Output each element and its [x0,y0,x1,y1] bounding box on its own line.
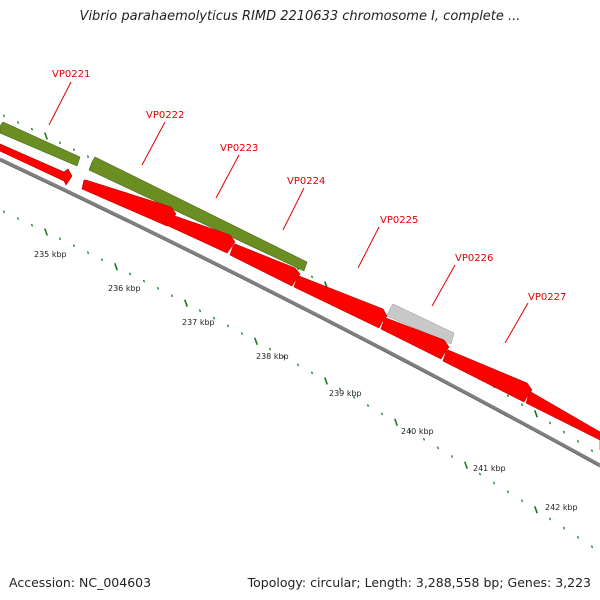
inner-tick [394,418,398,427]
inner-tick [86,251,90,255]
inner-tick [436,446,440,450]
genome-summary-text: Topology: circular; Length: 3,288,558 bp… [247,575,591,590]
inner-tick [226,324,230,328]
outer-tick [590,449,594,453]
inner-tick [534,506,538,514]
gene-label-leaders [48,81,529,344]
inner-tick [254,337,258,346]
inner-tick [212,316,216,320]
inner-tick [198,309,202,313]
gene-arrow-6[interactable] [380,317,450,360]
outer-tick [16,121,20,124]
kbp-label-242: 242 kbp [545,503,578,512]
gene-label-vp0226[interactable]: VP0226 [455,253,493,264]
feature-block-green-2[interactable] [88,156,308,272]
gene-labels: VP0221 VP0222 VP0223 VP0224 VP0225 VP022… [52,69,566,303]
inner-tick [72,244,76,248]
kbp-label-240: 240 kbp [401,427,434,436]
inner-tick [58,237,62,241]
inner-tick [366,404,370,407]
gene-track [0,143,600,450]
outer-tick [72,148,76,152]
outer-tick [520,403,524,407]
outer-tick [562,430,566,434]
inner-tick [268,347,272,351]
accession-text: Accession: NC_004603 [9,575,152,590]
gene-arrow-3[interactable] [163,213,236,254]
inner-tick [548,517,552,521]
outer-tick [576,439,580,443]
kbp-labels: 235 kbp 236 kbp 237 kbp 238 kbp 239 kbp … [34,250,578,512]
kbp-label-241: 241 kbp [473,464,506,473]
outer-tick [548,421,552,425]
kbp-label-237: 237 kbp [182,318,215,327]
outer-tick [58,141,62,145]
feature-track [0,121,455,345]
gene-label-vp0224[interactable]: VP0224 [287,176,325,187]
inner-tick [506,490,510,494]
inner-tick [100,258,104,262]
inner-tick [408,429,412,433]
inner-tick [464,461,468,469]
outer-tick [310,275,314,279]
outer-tick [534,410,538,418]
gene-label-vp0222[interactable]: VP0222 [146,110,184,121]
kbp-label-239: 239 kbp [329,389,362,398]
chromosome-backbone [0,157,600,467]
gene-label-vp0223[interactable]: VP0223 [220,143,258,154]
feature-block-gray[interactable] [386,303,455,345]
inner-tick [492,481,496,485]
inner-tick [240,332,244,335]
inner-tick [128,272,132,276]
gene-label-vp0227[interactable]: VP0227 [528,292,566,303]
inner-tick [520,499,524,503]
inner-tick [324,377,328,385]
inner-tick [310,371,314,375]
inner-tick [590,545,594,549]
inner-tick [170,294,174,298]
inner-tick [562,526,566,530]
inner-tick [156,287,160,290]
inner-tick [30,223,34,227]
inner-tick [338,387,342,391]
outer-tick [2,114,6,118]
inner-tick [576,535,580,539]
map-title: Vibrio parahaemolyticus RIMD 2210633 chr… [79,9,521,24]
inner-tick [478,472,482,476]
gene-arrow-7[interactable] [442,349,533,403]
inner-tick [44,228,48,236]
inner-tick [352,395,356,399]
kbp-label-236: 236 kbp [108,284,141,293]
outer-tick [30,127,34,131]
inner-tick [2,210,6,214]
kbp-label-235: 235 kbp [34,250,67,259]
inner-tick [282,355,286,359]
gene-label-vp0225[interactable]: VP0225 [380,215,418,226]
gene-arrow-8[interactable] [525,391,600,450]
feature-block-green-1[interactable] [0,121,81,167]
gene-label-vp0221[interactable]: VP0221 [52,69,90,80]
inner-tick [450,455,454,458]
inner-tick [114,262,118,271]
outer-tick [506,394,510,398]
outer-tick [86,155,90,159]
gene-arrow-5[interactable] [293,275,388,329]
inner-tick-track [2,210,594,549]
inner-tick [16,217,20,220]
gene-arrow-1[interactable] [0,143,73,186]
inner-tick [184,299,188,307]
inner-tick [422,437,426,441]
outer-tick [44,132,48,140]
kbp-label-238: 238 kbp [256,352,289,361]
inner-tick [380,412,384,416]
inner-tick [296,363,300,367]
inner-tick [142,279,146,283]
